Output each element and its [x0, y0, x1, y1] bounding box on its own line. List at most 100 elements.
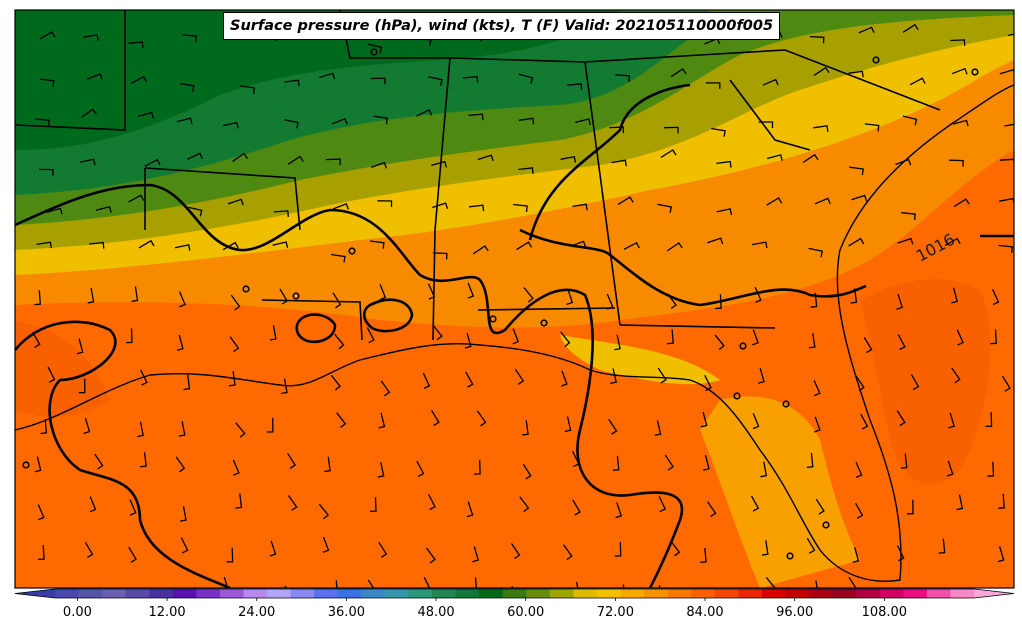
wind-barb: [612, 455, 620, 471]
wind-barb: [707, 501, 717, 518]
wind-barb: [272, 241, 289, 249]
wind-barb: [658, 496, 667, 513]
colorbar-swatch: [337, 589, 362, 598]
wind-barb: [711, 127, 726, 137]
colorbar-tick-label: 84.00: [686, 605, 724, 620]
colorbar-swatch: [596, 589, 622, 598]
coastline: [15, 84, 1014, 582]
wind-barb: [222, 241, 239, 251]
wind-barb: [522, 463, 532, 480]
wind-barb: [416, 109, 433, 117]
wind-barb: [468, 113, 484, 121]
wind-barb: [666, 242, 683, 252]
isobars: [15, 83, 1014, 588]
wind-barb: [369, 240, 385, 249]
wind-barb: [564, 416, 572, 433]
wind-barb: [762, 78, 779, 86]
wind-barb: [909, 77, 926, 86]
wind-barb: [332, 203, 350, 210]
wind-barb: [766, 197, 783, 206]
wind-barb: [476, 410, 487, 427]
wind-barb: [37, 504, 45, 521]
wind-barb: [176, 334, 184, 351]
wind-barb: [716, 208, 733, 215]
wind-barb: [378, 412, 386, 429]
wind-barb: [906, 499, 914, 515]
wind-barb: [657, 367, 667, 384]
wind-barb: [806, 537, 816, 554]
wind-barb: [379, 284, 387, 301]
wind-barb: [319, 72, 336, 80]
wind-barb: [910, 374, 920, 391]
colorbar-swatch: [125, 589, 150, 598]
colorbar-swatch: [644, 589, 669, 598]
wind-barb: [232, 459, 240, 476]
wind-barb: [269, 540, 277, 557]
wind-barb: [466, 501, 474, 518]
wind-barb: [703, 455, 710, 471]
wind-barb: [78, 378, 86, 394]
wind-barb: [863, 337, 873, 354]
wind-barb: [896, 545, 905, 562]
wind-barb: [523, 287, 534, 303]
wind-barb: [851, 194, 868, 202]
wind-barb: [287, 495, 298, 511]
wind-barb: [89, 241, 105, 249]
wind-barb: [280, 378, 288, 395]
wind-barb: [428, 494, 436, 511]
wind-barb: [1008, 33, 1014, 37]
wind-barb: [751, 241, 768, 249]
wind-barb: [83, 418, 91, 435]
wind-barb: [38, 168, 54, 176]
wind-barb: [284, 79, 300, 87]
wind-barb: [380, 380, 391, 397]
wind-barb: [229, 336, 240, 353]
wind-barb: [464, 332, 472, 349]
wind-barb: [39, 78, 55, 87]
wind-barb: [416, 460, 425, 477]
wind-barb: [765, 576, 776, 588]
wind-barb: [38, 545, 45, 561]
wind-barb: [608, 418, 618, 435]
wind-barb: [575, 581, 579, 588]
wind-barb: [518, 167, 534, 174]
wind-barb: [848, 237, 865, 247]
wind-barb: [36, 241, 52, 249]
wind-barb: [953, 198, 970, 208]
colorbar-extend-min: [15, 589, 55, 598]
wind-barb: [518, 117, 535, 125]
wind-barb: [660, 149, 677, 158]
colorbar-swatch: [479, 589, 504, 598]
wind-barb: [266, 417, 274, 433]
wind-barb: [946, 460, 954, 477]
wind-barb: [34, 290, 41, 306]
wind-barb: [335, 580, 338, 588]
wind-barb: [514, 368, 525, 385]
wind-barb: [897, 334, 906, 351]
colorbar-swatch: [926, 589, 952, 598]
wind-barb: [802, 153, 819, 164]
wind-barb: [808, 247, 824, 258]
wind-barb: [138, 239, 155, 249]
wind-barb: [180, 537, 189, 554]
wind-barb: [997, 546, 1005, 563]
wind-barb: [858, 26, 875, 34]
wind-barb: [985, 412, 993, 428]
wind-barb: [560, 331, 571, 348]
wind-barb: [178, 421, 186, 437]
wind-barb: [623, 241, 640, 250]
station-markers: [22, 48, 979, 560]
wind-barb: [129, 499, 137, 516]
wind-barb: [614, 334, 621, 351]
wind-barb: [990, 329, 997, 345]
wind-barb: [269, 325, 277, 341]
wind-barb: [422, 372, 431, 389]
wind-barb: [336, 412, 347, 429]
colorbar-swatch: [361, 589, 386, 598]
colorbar-swatch: [455, 589, 480, 598]
wind-barb: [367, 579, 375, 588]
wind-barb: [232, 152, 249, 162]
wind-barb: [761, 540, 769, 556]
wind-barb: [95, 206, 112, 213]
wind-barb: [519, 496, 530, 513]
